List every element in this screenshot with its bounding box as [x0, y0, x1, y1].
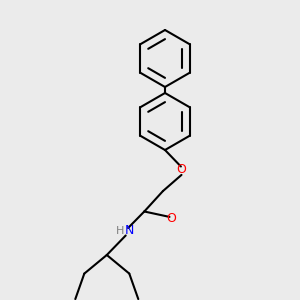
Text: O: O [166, 212, 175, 226]
Text: O: O [177, 163, 186, 176]
Text: H: H [116, 226, 124, 236]
Text: N: N [125, 224, 135, 238]
